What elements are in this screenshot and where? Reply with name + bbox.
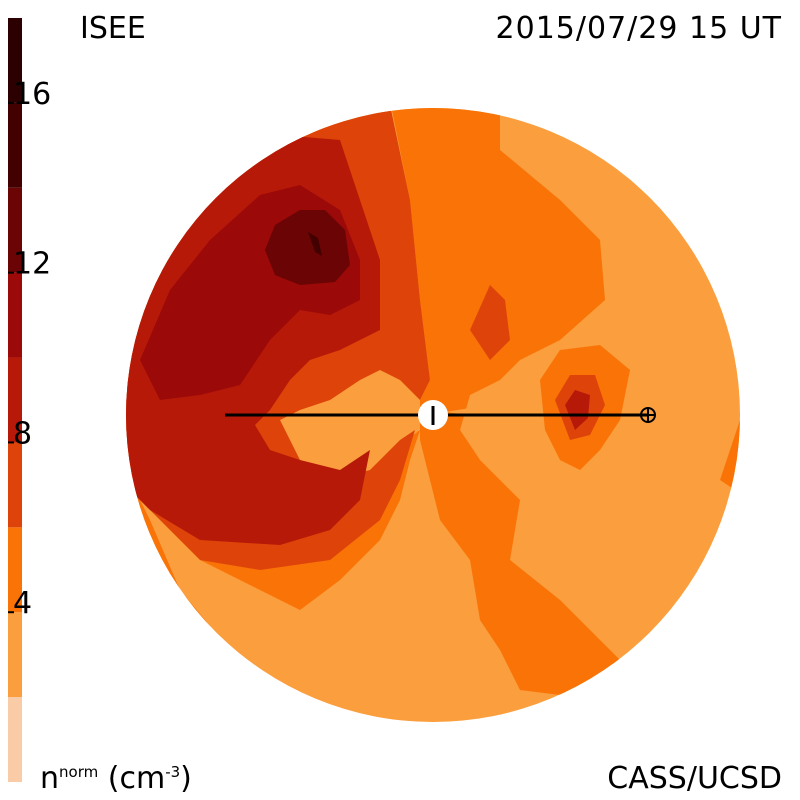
colorbar-segment: [8, 612, 22, 698]
level-2-4: [445, 408, 490, 415]
level-14-16: [308, 232, 322, 256]
colorbar-unit-label: nnorm (cm-3): [40, 761, 192, 796]
credit-label: CASS/UCSD: [607, 761, 782, 796]
colorbar-segment: [8, 357, 22, 443]
colorbar-segment: [8, 527, 22, 613]
level-8-10: [565, 390, 590, 430]
org-label: ISEE: [80, 11, 146, 46]
level-4-6: [390, 108, 640, 700]
colorbar-segment: [8, 102, 22, 188]
colorbar-segment: [8, 442, 22, 528]
timestamp: 2015/07/29 15 UT: [495, 11, 782, 46]
colorbar-segment: [8, 272, 22, 358]
colorbar-tick-label: 8: [13, 416, 32, 451]
level-4-6: [720, 420, 740, 500]
colorbar-segment: [8, 187, 22, 273]
colorbar-segment: [8, 18, 22, 103]
colorbar-segment: [8, 697, 22, 782]
colorbar-tick-label: 12: [13, 247, 51, 282]
colorbar-tick-label: 4: [13, 586, 32, 621]
level-6-8: [470, 285, 510, 360]
colorbar: 4 8 12 16: [8, 18, 51, 782]
colorbar-tick-label: 16: [13, 77, 51, 112]
level-12-14: [265, 210, 350, 285]
